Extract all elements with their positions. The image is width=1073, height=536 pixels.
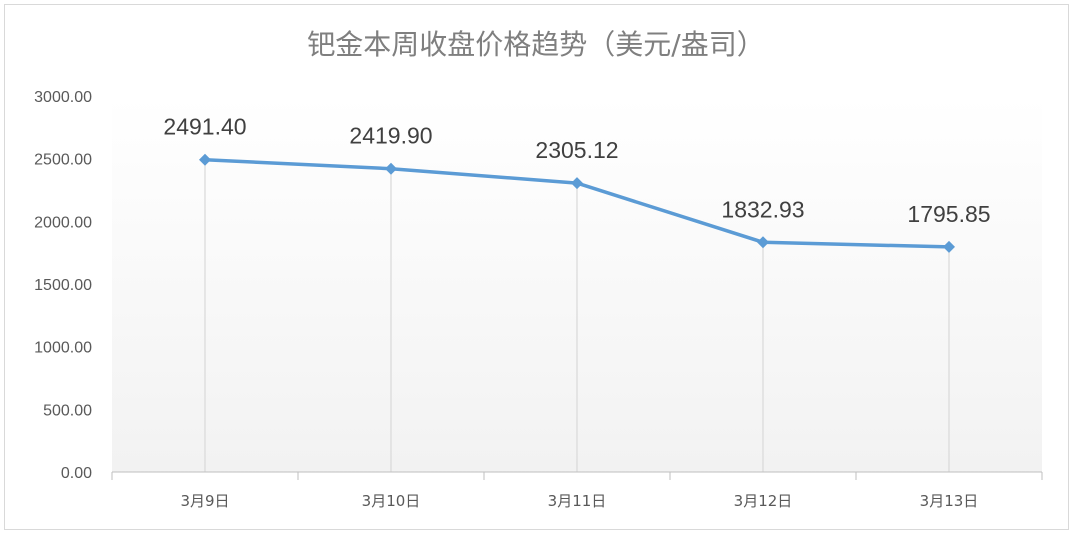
data-point-marker (385, 162, 397, 175)
data-label: 1832.93 (721, 196, 804, 222)
data-point-marker (199, 153, 211, 166)
x-tick-label: 3月12日 (734, 492, 793, 510)
data-point-marker (757, 236, 769, 249)
data-point-marker (571, 177, 583, 190)
y-tick-label: 3000.00 (34, 89, 92, 106)
chart-title: 钯金本周收盘价格趋势（美元/盎司） (307, 28, 764, 61)
y-tick-label: 0.00 (61, 465, 92, 482)
data-label: 2491.40 (163, 114, 246, 140)
data-label: 1795.85 (907, 201, 990, 227)
y-tick-label: 2000.00 (34, 214, 92, 231)
y-tick-label: 1000.00 (34, 340, 92, 357)
y-tick-label: 2500.00 (34, 152, 92, 169)
data-point-marker (943, 240, 955, 253)
y-tick-label: 500.00 (43, 402, 92, 419)
x-tick-label: 3月13日 (920, 492, 979, 510)
x-tick-label: 3月10日 (362, 492, 421, 510)
y-tick-label: 1500.00 (34, 277, 92, 294)
data-label: 2305.12 (535, 137, 618, 163)
x-tick-label: 3月11日 (548, 492, 607, 510)
x-tick-label: 3月9日 (180, 492, 229, 510)
data-label: 2419.90 (349, 123, 432, 149)
